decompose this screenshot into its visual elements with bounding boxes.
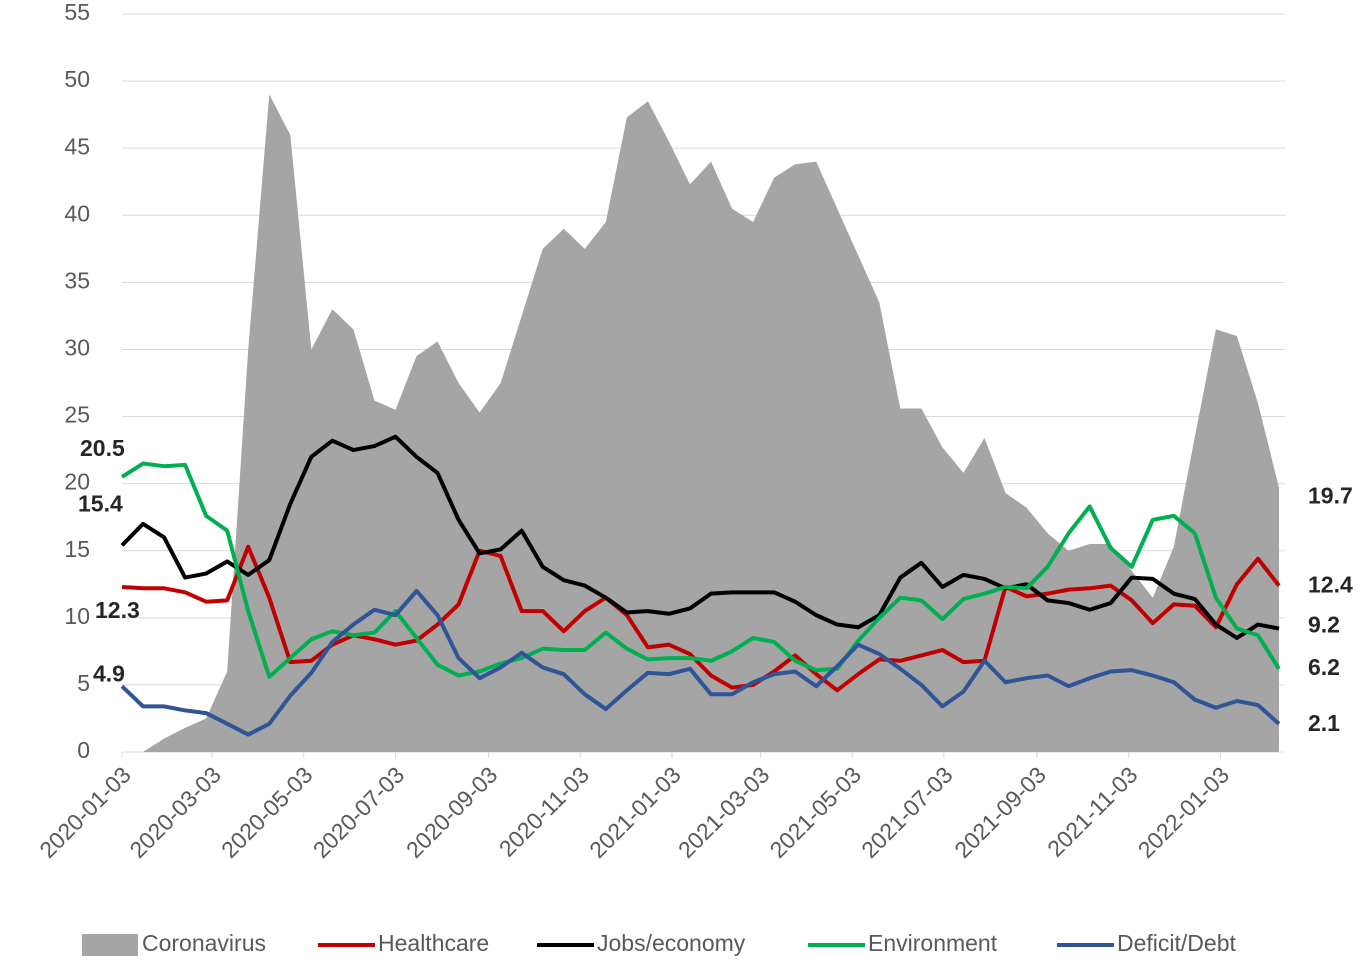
x-tick-label: 2021-09-03	[949, 761, 1051, 863]
value-label: 9.2	[1308, 612, 1340, 638]
value-label: 19.7	[1308, 483, 1353, 509]
x-tick-label: 2020-07-03	[308, 761, 410, 863]
y-tick-label: 25	[64, 402, 90, 428]
y-tick-label: 50	[64, 66, 90, 92]
x-tick-label: 2021-01-03	[584, 761, 686, 863]
area	[122, 94, 1279, 752]
x-tick-label: 2020-01-03	[34, 761, 136, 863]
x-tick-label: 2022-01-03	[1133, 761, 1235, 863]
value-label: 15.4	[78, 490, 123, 516]
y-tick-label: 40	[64, 200, 90, 226]
value-label: 20.5	[80, 435, 125, 461]
x-tick-label: 2020-05-03	[216, 761, 318, 863]
y-tick-label: 30	[64, 335, 90, 361]
x-tick-label: 2021-05-03	[765, 761, 867, 863]
x-tick-label: 2021-03-03	[673, 761, 775, 863]
y-tick-label: 45	[64, 133, 90, 159]
legend-label: Healthcare	[378, 930, 489, 956]
y-tick-label: 5	[77, 670, 90, 696]
value-label: 4.9	[93, 660, 125, 686]
line	[120, 461, 1281, 679]
x-tick-label: 2020-09-03	[401, 761, 503, 863]
x-tick-label: 2021-07-03	[856, 761, 958, 863]
x-tick-label: 2020-11-03	[494, 761, 594, 861]
y-tick-label: 20	[64, 469, 90, 495]
line	[120, 588, 1281, 737]
x-tick-label: 2021-11-03	[1042, 761, 1142, 861]
value-label: 2.1	[1308, 710, 1340, 736]
y-tick-label: 10	[64, 603, 90, 629]
line	[120, 434, 1280, 640]
x-tick-label: 2020-03-03	[124, 761, 226, 863]
value-label: 6.2	[1308, 654, 1340, 680]
y-tick-label: 15	[64, 536, 90, 562]
value-label: 12.4	[1308, 572, 1353, 598]
legend-label: Jobs/economy	[597, 930, 746, 956]
legend-label: Coronavirus	[142, 930, 266, 956]
y-tick-label: 55	[64, 0, 90, 25]
legend-label: Deficit/Debt	[1117, 930, 1236, 956]
legend-label: Environment	[868, 930, 998, 956]
value-label: 12.3	[95, 597, 140, 623]
y-tick-label: 0	[77, 737, 90, 763]
line	[121, 544, 1281, 693]
y-tick-label: 35	[64, 267, 90, 293]
legend-swatch	[82, 934, 138, 956]
